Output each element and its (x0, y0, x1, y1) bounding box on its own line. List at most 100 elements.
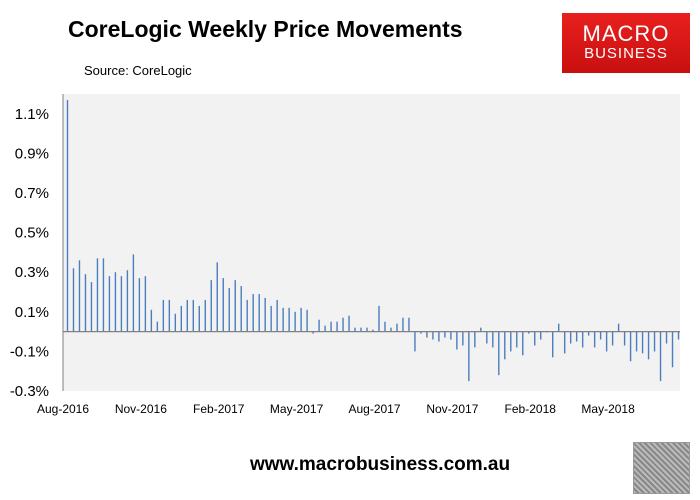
x-tick-label: May-2018 (581, 402, 635, 416)
bar (258, 293, 260, 332)
bar (330, 321, 332, 332)
bar (366, 327, 368, 332)
y-tick-label: 0.1% (15, 304, 49, 321)
bar (294, 311, 296, 332)
bar (498, 331, 500, 376)
bar (432, 331, 434, 340)
bar (569, 331, 572, 344)
bar (204, 299, 206, 332)
bar (306, 309, 308, 332)
bar (288, 307, 290, 332)
bar (450, 331, 452, 340)
bar (132, 254, 135, 332)
bar (102, 258, 105, 332)
bar (647, 331, 650, 360)
bar (504, 331, 506, 360)
bar (444, 331, 446, 338)
bar (671, 331, 674, 368)
bar (593, 331, 596, 348)
bar (180, 305, 183, 332)
bar (516, 331, 518, 348)
y-tick-label: -0.1% (10, 343, 49, 360)
bar (96, 258, 99, 332)
bar (246, 299, 248, 332)
y-tick-label: 1.1% (15, 106, 49, 123)
x-tick-label: Nov-2017 (426, 402, 478, 416)
bar (653, 331, 656, 352)
y-tick-label: 0.3% (15, 264, 49, 281)
bar (641, 331, 644, 354)
bar (438, 331, 440, 342)
macrobusiness-logo: MACRO BUSINESS (562, 13, 690, 73)
bar (168, 299, 171, 332)
bar (360, 327, 362, 332)
bar (623, 331, 626, 346)
bar (528, 331, 530, 334)
bar (162, 299, 165, 332)
bar (587, 331, 590, 336)
bar (126, 270, 129, 332)
bar (252, 293, 254, 332)
bar (114, 272, 117, 332)
bar (312, 331, 314, 334)
x-tick-label: Feb-2017 (193, 402, 245, 416)
bar (66, 99, 69, 332)
bar (552, 331, 554, 358)
footer-url: www.macrobusiness.com.au (250, 454, 511, 475)
bar (480, 327, 482, 332)
bar (90, 282, 93, 332)
bar (390, 327, 392, 332)
x-tick-label: Feb-2018 (505, 402, 557, 416)
bar (138, 278, 141, 332)
bar (384, 321, 386, 332)
chart-source: Source: CoreLogic (84, 63, 192, 78)
bar (540, 331, 542, 340)
bar (198, 305, 200, 332)
bar (192, 299, 194, 332)
bar (276, 299, 278, 332)
bar (282, 307, 284, 332)
bar (84, 274, 87, 332)
bar (629, 331, 632, 362)
y-tick-label: -0.3% (10, 383, 49, 400)
wolf-logo-image (633, 442, 690, 494)
bar (78, 260, 81, 332)
bar (420, 331, 422, 334)
bar (270, 305, 272, 332)
bar (354, 327, 356, 332)
bar (108, 276, 111, 332)
bar (522, 331, 524, 356)
chart-title: CoreLogic Weekly Price Movements (68, 16, 463, 42)
bar (563, 331, 566, 354)
y-tick-label: 0.7% (15, 185, 49, 202)
bar (557, 323, 560, 332)
x-tick-label: Aug-2016 (37, 402, 89, 416)
bar (605, 331, 608, 352)
bar (210, 280, 212, 332)
bar (348, 315, 350, 332)
bar (665, 331, 668, 344)
bar (150, 309, 153, 332)
bar (659, 331, 662, 382)
bar (318, 319, 320, 332)
bar (414, 331, 416, 352)
bar (534, 331, 536, 346)
plot-area (63, 94, 680, 391)
bar (300, 307, 302, 332)
bar (426, 331, 428, 338)
x-tick-label: Nov-2016 (115, 402, 167, 416)
bar (372, 329, 374, 332)
bar (396, 323, 398, 332)
bar (186, 299, 189, 332)
bar (222, 278, 224, 332)
y-tick-label: 0.9% (15, 145, 49, 162)
bar (342, 317, 344, 332)
bar (468, 331, 470, 382)
bar (228, 288, 230, 332)
bar (324, 325, 326, 332)
bar (378, 305, 380, 332)
bar (474, 331, 476, 348)
bar (408, 317, 410, 332)
bar (456, 331, 458, 350)
